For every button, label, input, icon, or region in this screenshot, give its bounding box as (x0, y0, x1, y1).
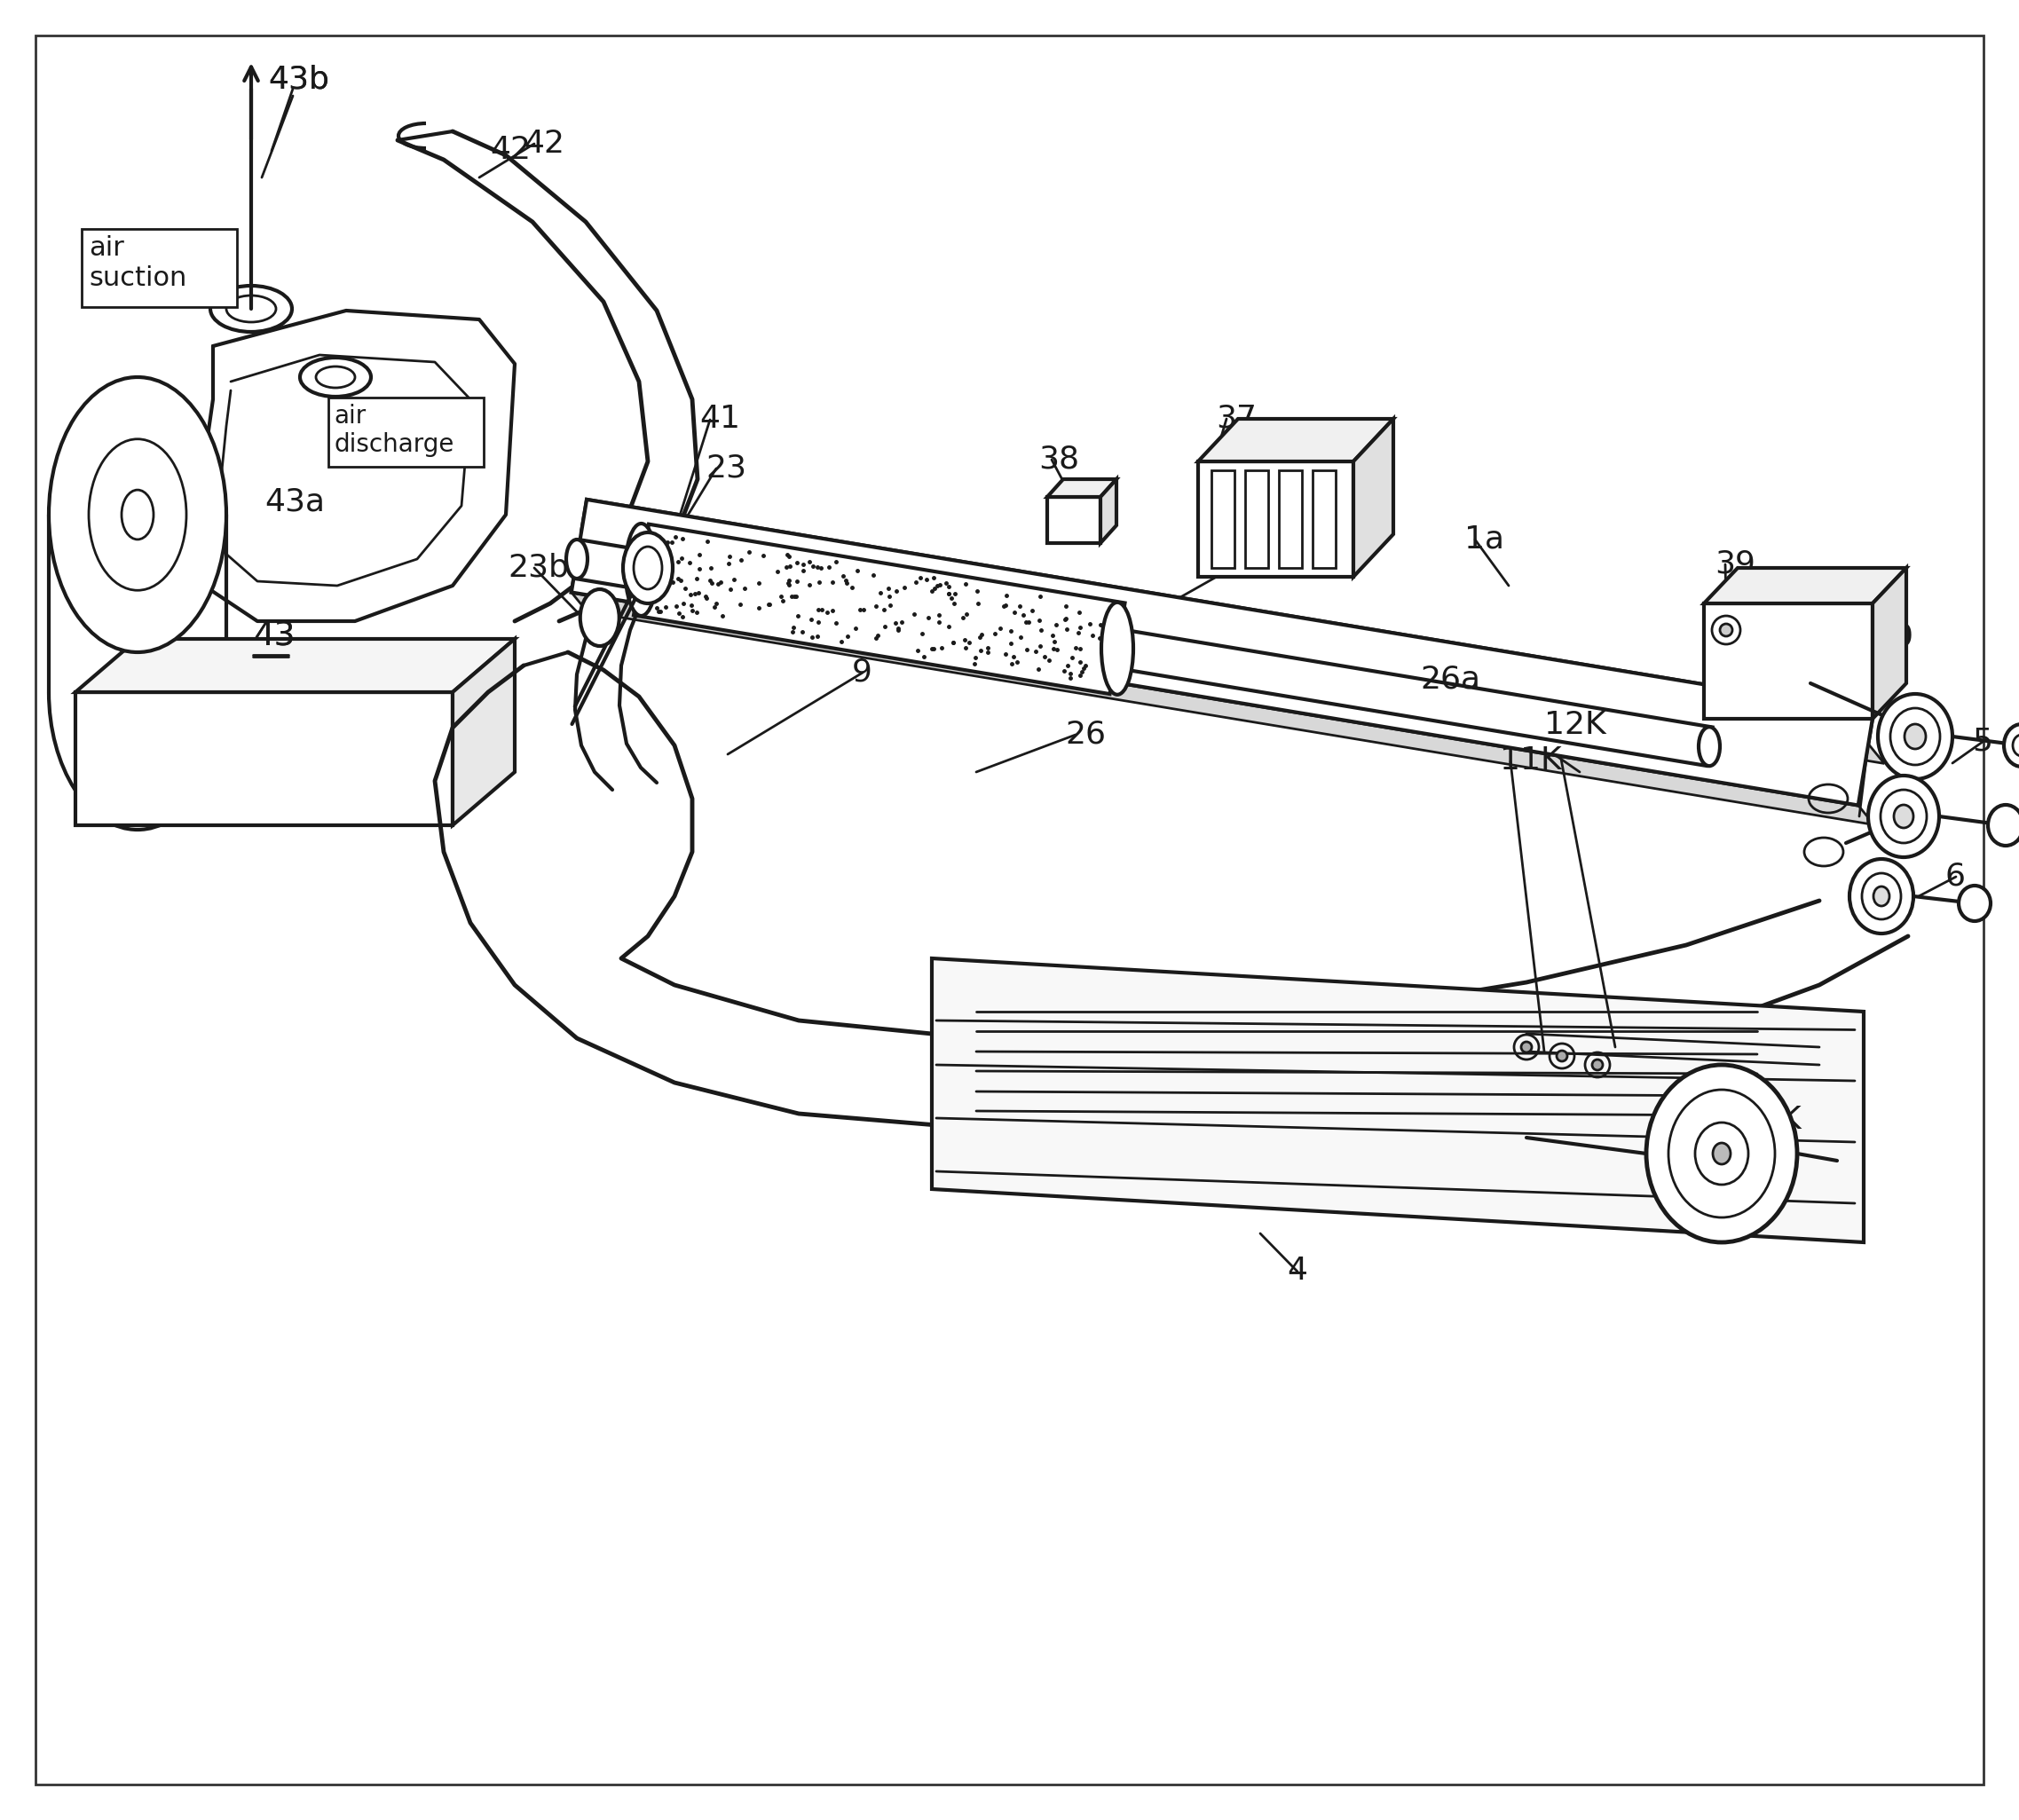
Bar (1704, 604, 1872, 719)
Polygon shape (1872, 568, 1906, 719)
Text: 38: 38 (1038, 444, 1080, 473)
Ellipse shape (624, 533, 672, 604)
Ellipse shape (1698, 726, 1720, 766)
Text: 43b: 43b (269, 64, 329, 95)
Text: 43: 43 (252, 621, 295, 653)
Polygon shape (581, 499, 1874, 744)
Polygon shape (573, 541, 1712, 766)
Bar (1048, 497, 1100, 542)
Text: 13K: 13K (1740, 1105, 1801, 1136)
Ellipse shape (1989, 804, 2019, 846)
Ellipse shape (48, 377, 226, 652)
Text: 43a: 43a (353, 408, 414, 439)
Ellipse shape (1100, 602, 1133, 695)
Ellipse shape (1878, 693, 1952, 779)
Text: 12K: 12K (1545, 710, 1605, 741)
Text: air
discharge: air discharge (333, 404, 454, 457)
Ellipse shape (301, 357, 371, 397)
Ellipse shape (2005, 724, 2019, 766)
Ellipse shape (1958, 886, 1991, 921)
Polygon shape (1353, 419, 1393, 577)
Text: 6: 6 (1946, 861, 1967, 892)
Polygon shape (1197, 419, 1393, 462)
Text: 9: 9 (852, 657, 872, 686)
Polygon shape (571, 499, 1874, 804)
Ellipse shape (1593, 1059, 1603, 1070)
Ellipse shape (1720, 624, 1732, 637)
Text: 17: 17 (1226, 550, 1266, 581)
Polygon shape (933, 959, 1864, 1243)
Polygon shape (1100, 479, 1117, 542)
Text: 3K: 3K (1732, 1145, 1775, 1176)
Ellipse shape (1868, 775, 1938, 857)
Text: 4: 4 (1286, 1256, 1306, 1285)
Text: 23b: 23b (507, 551, 569, 582)
Bar (1278, 470, 1302, 568)
Text: 43a: 43a (264, 486, 325, 517)
Ellipse shape (565, 539, 588, 579)
Polygon shape (452, 639, 515, 824)
Ellipse shape (1645, 1065, 1797, 1243)
Polygon shape (571, 561, 1864, 804)
Text: 26a: 26a (1419, 664, 1480, 693)
Ellipse shape (1849, 859, 1914, 934)
Text: 39: 39 (1714, 548, 1755, 579)
Polygon shape (75, 692, 452, 824)
Text: air
suction: air suction (89, 235, 186, 291)
Text: 40: 40 (1872, 621, 1914, 652)
Bar (329, 397, 485, 466)
Text: 1a: 1a (1464, 524, 1504, 553)
Text: 42: 42 (491, 135, 531, 166)
Bar (81, 229, 236, 308)
Polygon shape (634, 524, 1125, 693)
Bar (1312, 470, 1337, 568)
Bar (1246, 470, 1268, 568)
Text: 23: 23 (705, 453, 747, 482)
Polygon shape (1048, 479, 1117, 497)
Ellipse shape (1904, 724, 1926, 750)
Ellipse shape (579, 590, 620, 646)
Ellipse shape (1894, 804, 1914, 828)
Bar (1211, 470, 1234, 568)
Ellipse shape (1874, 886, 1890, 906)
Text: 42: 42 (523, 129, 565, 158)
Text: 37: 37 (1215, 404, 1256, 433)
Polygon shape (1704, 568, 1906, 604)
Text: 11K: 11K (1500, 746, 1563, 775)
Ellipse shape (1557, 1050, 1567, 1061)
Text: 41: 41 (699, 404, 741, 433)
Polygon shape (581, 531, 1884, 764)
Text: 26: 26 (1064, 719, 1106, 750)
Ellipse shape (1520, 1041, 1532, 1052)
Ellipse shape (626, 524, 656, 615)
Text: 43b: 43b (269, 64, 329, 95)
Ellipse shape (1712, 1143, 1730, 1165)
Text: 43: 43 (252, 621, 295, 653)
Ellipse shape (210, 286, 293, 331)
Polygon shape (571, 592, 1874, 824)
Text: 5: 5 (1973, 726, 1993, 755)
Bar (1197, 462, 1353, 577)
Polygon shape (75, 639, 515, 692)
